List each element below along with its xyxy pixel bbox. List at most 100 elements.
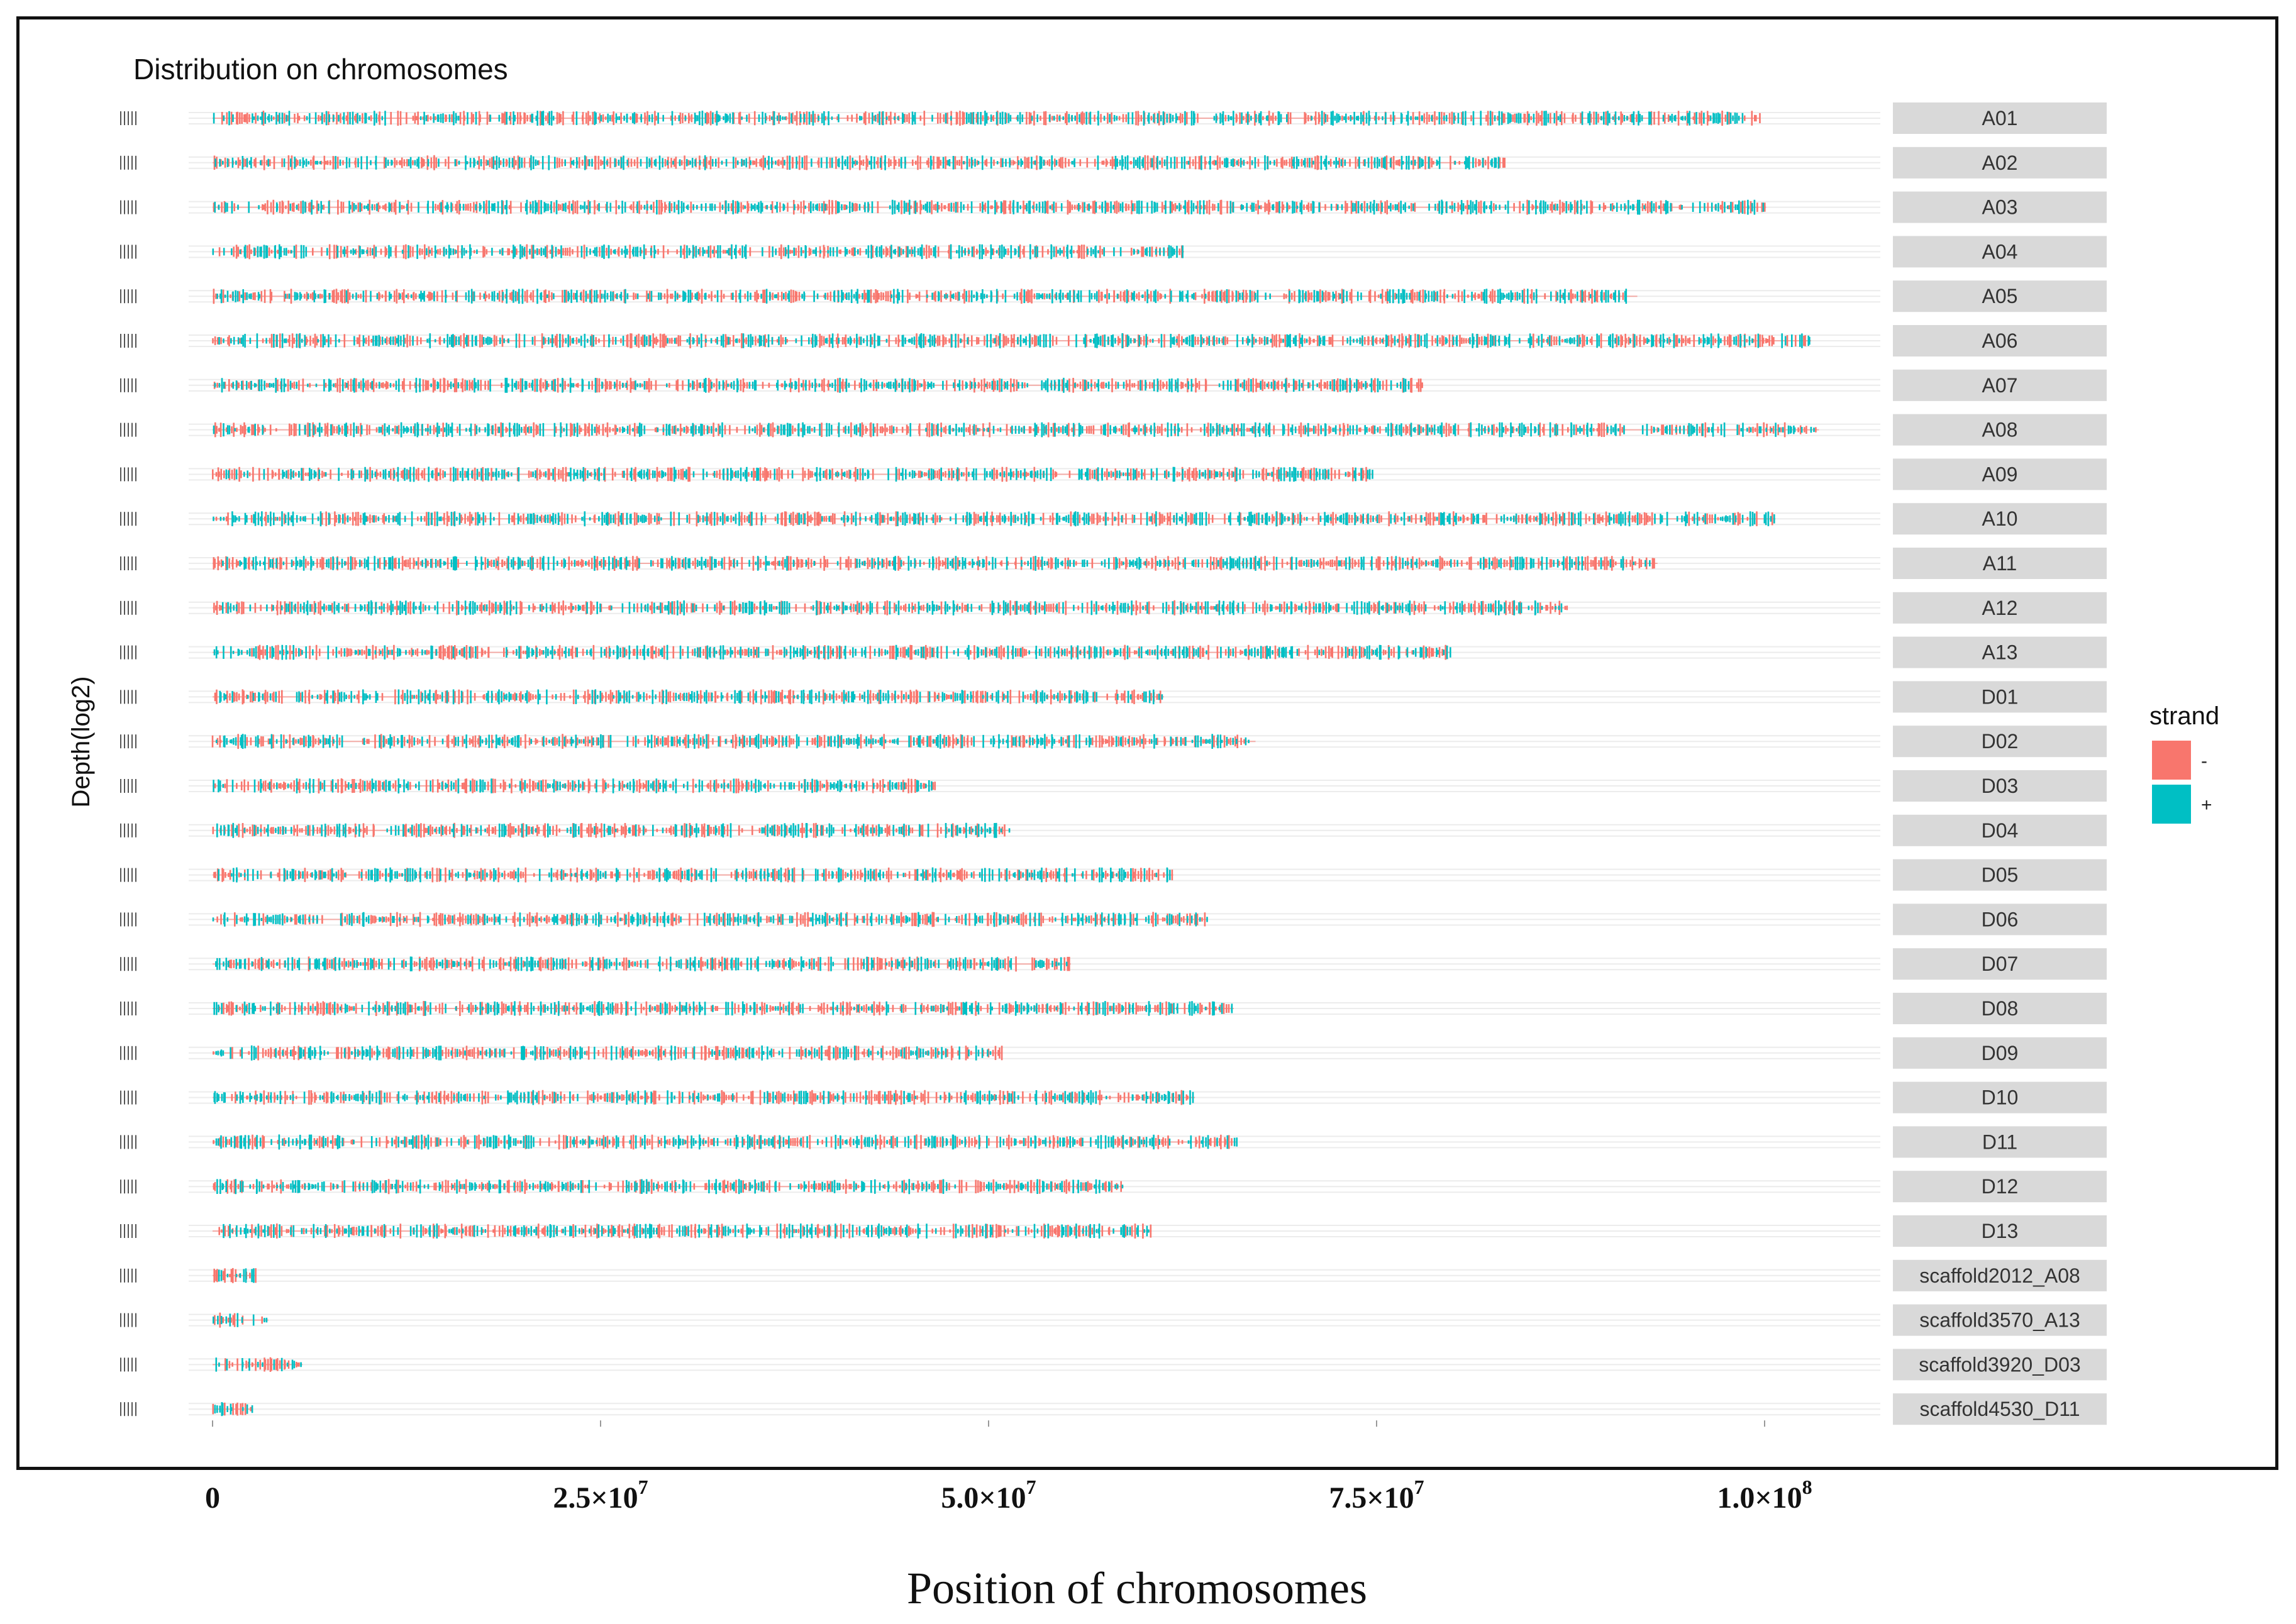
depth-track-D08 xyxy=(213,1001,1234,1016)
facet-strip-bg xyxy=(1893,636,2107,668)
depth-track-A12 xyxy=(213,600,1568,616)
facet-strip-label: D01 xyxy=(1982,685,2019,708)
facet-strip-bg xyxy=(1893,1171,2107,1203)
facet-strip-A05: A05 xyxy=(1893,280,2107,312)
facet-strip-bg xyxy=(1893,503,2107,535)
x-tick-label: 5.0×107 xyxy=(941,1476,1036,1515)
chromosome-row-A03: A03 xyxy=(120,191,2107,223)
plus-strand-bars xyxy=(214,199,1765,215)
plus-strand-bars xyxy=(215,956,1068,972)
facet-strip-label: D10 xyxy=(1982,1086,2019,1109)
facet-strip-D13: D13 xyxy=(1893,1215,2107,1247)
depth-track-A07 xyxy=(213,377,1424,393)
chromosome-row-scaffold2012_A08: scaffold2012_A08 xyxy=(120,1259,2107,1291)
facet-strip-label: A03 xyxy=(1982,196,2018,219)
facet-strip-label: D12 xyxy=(1982,1175,2019,1198)
plus-strand-bars xyxy=(222,556,1651,571)
minus-strand-bars xyxy=(225,1357,300,1372)
facet-strip-D08: D08 xyxy=(1893,993,2107,1024)
plus-strand-bars xyxy=(213,1001,1233,1016)
facet-strip-A04: A04 xyxy=(1893,236,2107,268)
plus-strand-bars xyxy=(219,689,1163,705)
facet-strip-label: A01 xyxy=(1982,107,2018,130)
facet-strip-A12: A12 xyxy=(1893,592,2107,624)
facet-strip-bg xyxy=(1893,146,2107,179)
facet-strip-D01: D01 xyxy=(1893,681,2107,713)
facet-strip-bg xyxy=(1893,280,2107,312)
plus-strand-bars xyxy=(214,1402,253,1417)
facet-strip-label: A02 xyxy=(1982,152,2018,174)
facet-strip-label: A04 xyxy=(1982,240,2018,263)
legend-entry-minus: - xyxy=(2152,741,2207,780)
y-tick-marks xyxy=(120,1090,136,1105)
legend-entry-plus: + xyxy=(2152,785,2212,824)
facet-strip-A11: A11 xyxy=(1893,548,2107,579)
minus-strand-bars xyxy=(212,333,1806,348)
facet-strip-label: D11 xyxy=(1982,1130,2017,1153)
plus-strand-bars xyxy=(225,467,1373,482)
facet-strip-D09: D09 xyxy=(1893,1037,2107,1069)
facet-strip-label: D04 xyxy=(1982,819,2019,842)
plus-strand-bars xyxy=(213,778,933,793)
facet-strip-label: scaffold2012_A08 xyxy=(1919,1264,2080,1287)
depth-track-scaffold2012_A08 xyxy=(213,1268,257,1283)
chart-title: Distribution on chromosomes xyxy=(133,53,508,86)
y-tick-marks xyxy=(120,779,136,793)
depth-track-D02 xyxy=(211,734,1256,749)
facet-strip-A06: A06 xyxy=(1893,325,2107,356)
minus-strand-bars xyxy=(211,734,1245,749)
facet-strip-bg xyxy=(1893,814,2107,846)
y-tick-marks xyxy=(120,600,136,615)
facet-strip-bg xyxy=(1893,102,2107,134)
plus-strand-bars xyxy=(215,1357,302,1372)
y-tick-marks xyxy=(120,1002,136,1015)
plus-strand-bars xyxy=(214,155,1500,170)
y-tick-marks xyxy=(120,690,136,704)
depth-track-D07 xyxy=(213,956,1071,972)
depth-track-A04 xyxy=(212,244,1184,260)
plus-strand-bars xyxy=(216,289,1628,304)
x-tick-label: 7.5×107 xyxy=(1329,1476,1424,1515)
legend-key xyxy=(2152,741,2191,780)
chromosome-row-D07: D07 xyxy=(120,948,2107,980)
facet-strip-bg xyxy=(1893,770,2107,802)
facet-strip-D02: D02 xyxy=(1893,726,2107,758)
y-tick-marks xyxy=(120,111,136,125)
y-tick-marks xyxy=(120,423,136,437)
chromosome-row-A12: A12 xyxy=(120,592,2107,624)
depth-track-A02 xyxy=(213,155,1506,170)
y-tick-marks xyxy=(120,1402,136,1417)
depth-track-D05 xyxy=(213,867,1173,883)
facet-strip-label: A12 xyxy=(1982,597,2018,619)
facet-strip-bg xyxy=(1893,1081,2107,1113)
facet-strip-bg xyxy=(1893,859,2107,891)
y-tick-marks xyxy=(120,512,136,526)
minus-strand-bars xyxy=(213,155,1506,170)
plus-strand-bars xyxy=(218,1268,255,1283)
chromosome-row-D13: D13 xyxy=(120,1215,2107,1247)
y-tick-marks xyxy=(120,734,136,749)
chromosome-row-A13: A13 xyxy=(120,636,2107,668)
y-tick-marks xyxy=(120,245,136,259)
x-tick-exponent: 7 xyxy=(638,1476,648,1498)
chromosome-row-A08: A08 xyxy=(120,414,2107,446)
x-axis-label: Position of chromosomes xyxy=(907,1563,1367,1613)
plus-strand-bars xyxy=(215,1045,992,1061)
facet-strip-bg xyxy=(1893,236,2107,268)
facet-strip-bg xyxy=(1893,1349,2107,1381)
y-tick-marks xyxy=(120,556,136,570)
facet-strip-bg xyxy=(1893,681,2107,713)
x-tick-label: 1.0×108 xyxy=(1717,1476,1812,1515)
depth-track-A06 xyxy=(212,333,1812,348)
y-axis-label: Depth(log2) xyxy=(67,676,95,807)
facet-strip-bg xyxy=(1893,1126,2107,1158)
figure-frame xyxy=(16,16,2278,1470)
facet-strip-A07: A07 xyxy=(1893,369,2107,401)
x-tick: 0 xyxy=(205,1420,220,1515)
depth-track-A09 xyxy=(212,467,1374,482)
facet-strip-D12: D12 xyxy=(1893,1171,2107,1203)
x-tick: 1.0×108 xyxy=(1717,1420,1812,1515)
minus-strand-bars xyxy=(218,1224,1152,1239)
plus-strand-bars xyxy=(218,333,1811,348)
facet-strip-label: A10 xyxy=(1982,507,2018,530)
